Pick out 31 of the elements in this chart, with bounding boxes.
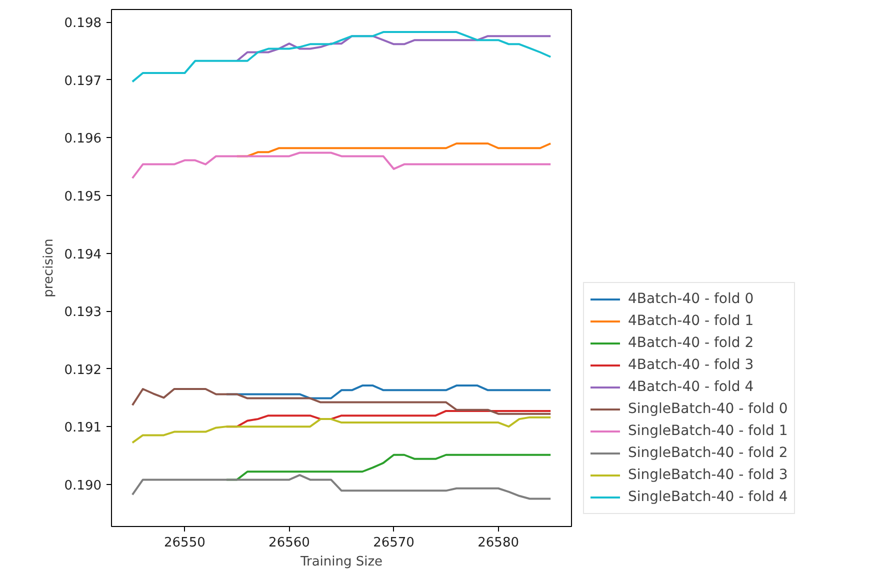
x-tick-label: 26570 [373,536,414,550]
line-series [131,474,552,500]
legend-label: 4Batch-40 - fold 3 [628,357,754,373]
legend-label: 4Batch-40 - fold 0 [628,291,754,307]
x-axis-title: Training Size [299,554,383,570]
y-tick-label: 0.196 [64,132,102,147]
legend-label: 4Batch-40 - fold 4 [628,379,754,395]
y-axis-title: precision [41,238,56,298]
line-series [131,388,552,415]
y-tick-label: 0.190 [64,478,102,494]
legend-label: SingleBatch-40 - fold 4 [628,489,788,505]
y-tick-label: 0.192 [64,362,102,378]
x-tick-label: 26560 [268,536,310,550]
x-tick-label: 26580 [478,536,519,550]
line-series [236,35,552,62]
y-tick-label: 0.194 [64,247,102,262]
y-tick-label: 0.197 [64,74,102,89]
line-series [131,416,552,444]
line-series [131,152,552,180]
line-series [131,31,552,83]
legend-label: SingleBatch-40 - fold 2 [628,445,788,461]
legend-label: SingleBatch-40 - fold 3 [628,467,788,483]
legend-label: SingleBatch-40 - fold 0 [628,401,788,417]
x-tick-label: 26550 [164,536,206,550]
y-tick-label: 0.191 [64,420,102,436]
y-tick-label: 0.198 [64,16,102,32]
legend-label: SingleBatch-40 - fold 1 [628,423,788,439]
legend-label: 4Batch-40 - fold 1 [628,313,754,329]
legend-label: 4Batch-40 - fold 2 [628,335,754,351]
y-tick-label: 0.195 [64,190,102,205]
y-tick-label: 0.193 [64,305,102,320]
